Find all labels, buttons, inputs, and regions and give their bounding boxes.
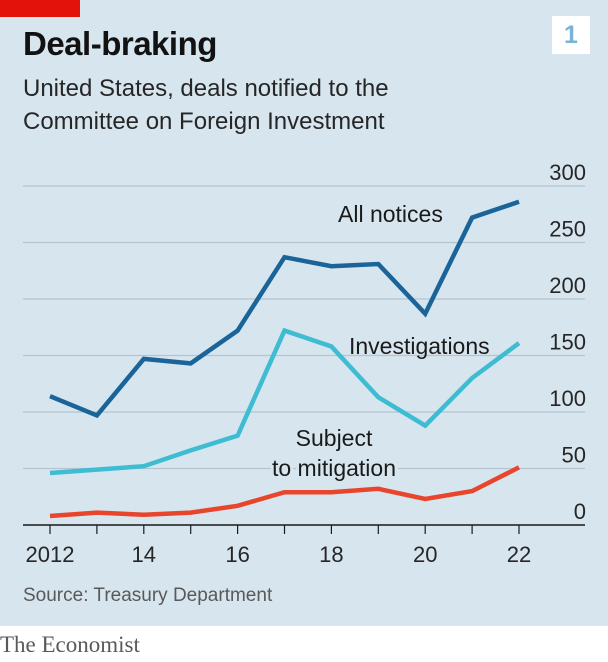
x-tick-label: 18 (319, 542, 343, 567)
x-tick-label: 16 (225, 542, 249, 567)
series-labels: All notices Investigations Subject to mitig… (269, 201, 490, 484)
chart-card (0, 0, 608, 626)
line-chart: 0 50 100 150 200 250 300 2012 14 16 18 20 22 All not… (23, 160, 586, 567)
chart-subtitle: United States, deals notified to the Com… (23, 75, 389, 135)
y-tick-label: 250 (549, 217, 586, 242)
source-note: Source: Treasury Department (23, 585, 273, 606)
x-tick-label: 22 (507, 542, 531, 567)
y-tick-label: 50 (562, 443, 586, 468)
x-tick-label: 20 (413, 542, 437, 567)
publisher-logo: The Economist (0, 632, 140, 657)
y-tick-label: 150 (549, 330, 586, 355)
series-label: Investigations (349, 333, 490, 359)
series-line-all-notices (49, 199, 520, 419)
series-label: Subject (296, 425, 373, 451)
x-tick-label: 14 (132, 542, 156, 567)
chart-title: Deal-braking (23, 25, 217, 62)
axes: 0 50 100 150 200 250 300 2012 14 16 18 20 22 (23, 160, 586, 567)
x-tick-label: 2012 (26, 542, 75, 567)
y-tick-label: 300 (549, 160, 586, 185)
series-line-investigations (49, 327, 521, 476)
series-label: All notices (338, 201, 443, 227)
series-lines (49, 199, 521, 519)
brand-red-tag (0, 0, 80, 17)
y-tick-label: 0 (574, 499, 586, 524)
y-tick-label: 200 (549, 273, 586, 298)
gridlines (23, 185, 585, 470)
series-label: to mitigation (272, 455, 396, 481)
y-tick-label: 100 (549, 386, 586, 411)
chart-number-badge: 1 (552, 16, 590, 54)
series-line-subject-to-mitigation (49, 465, 521, 519)
